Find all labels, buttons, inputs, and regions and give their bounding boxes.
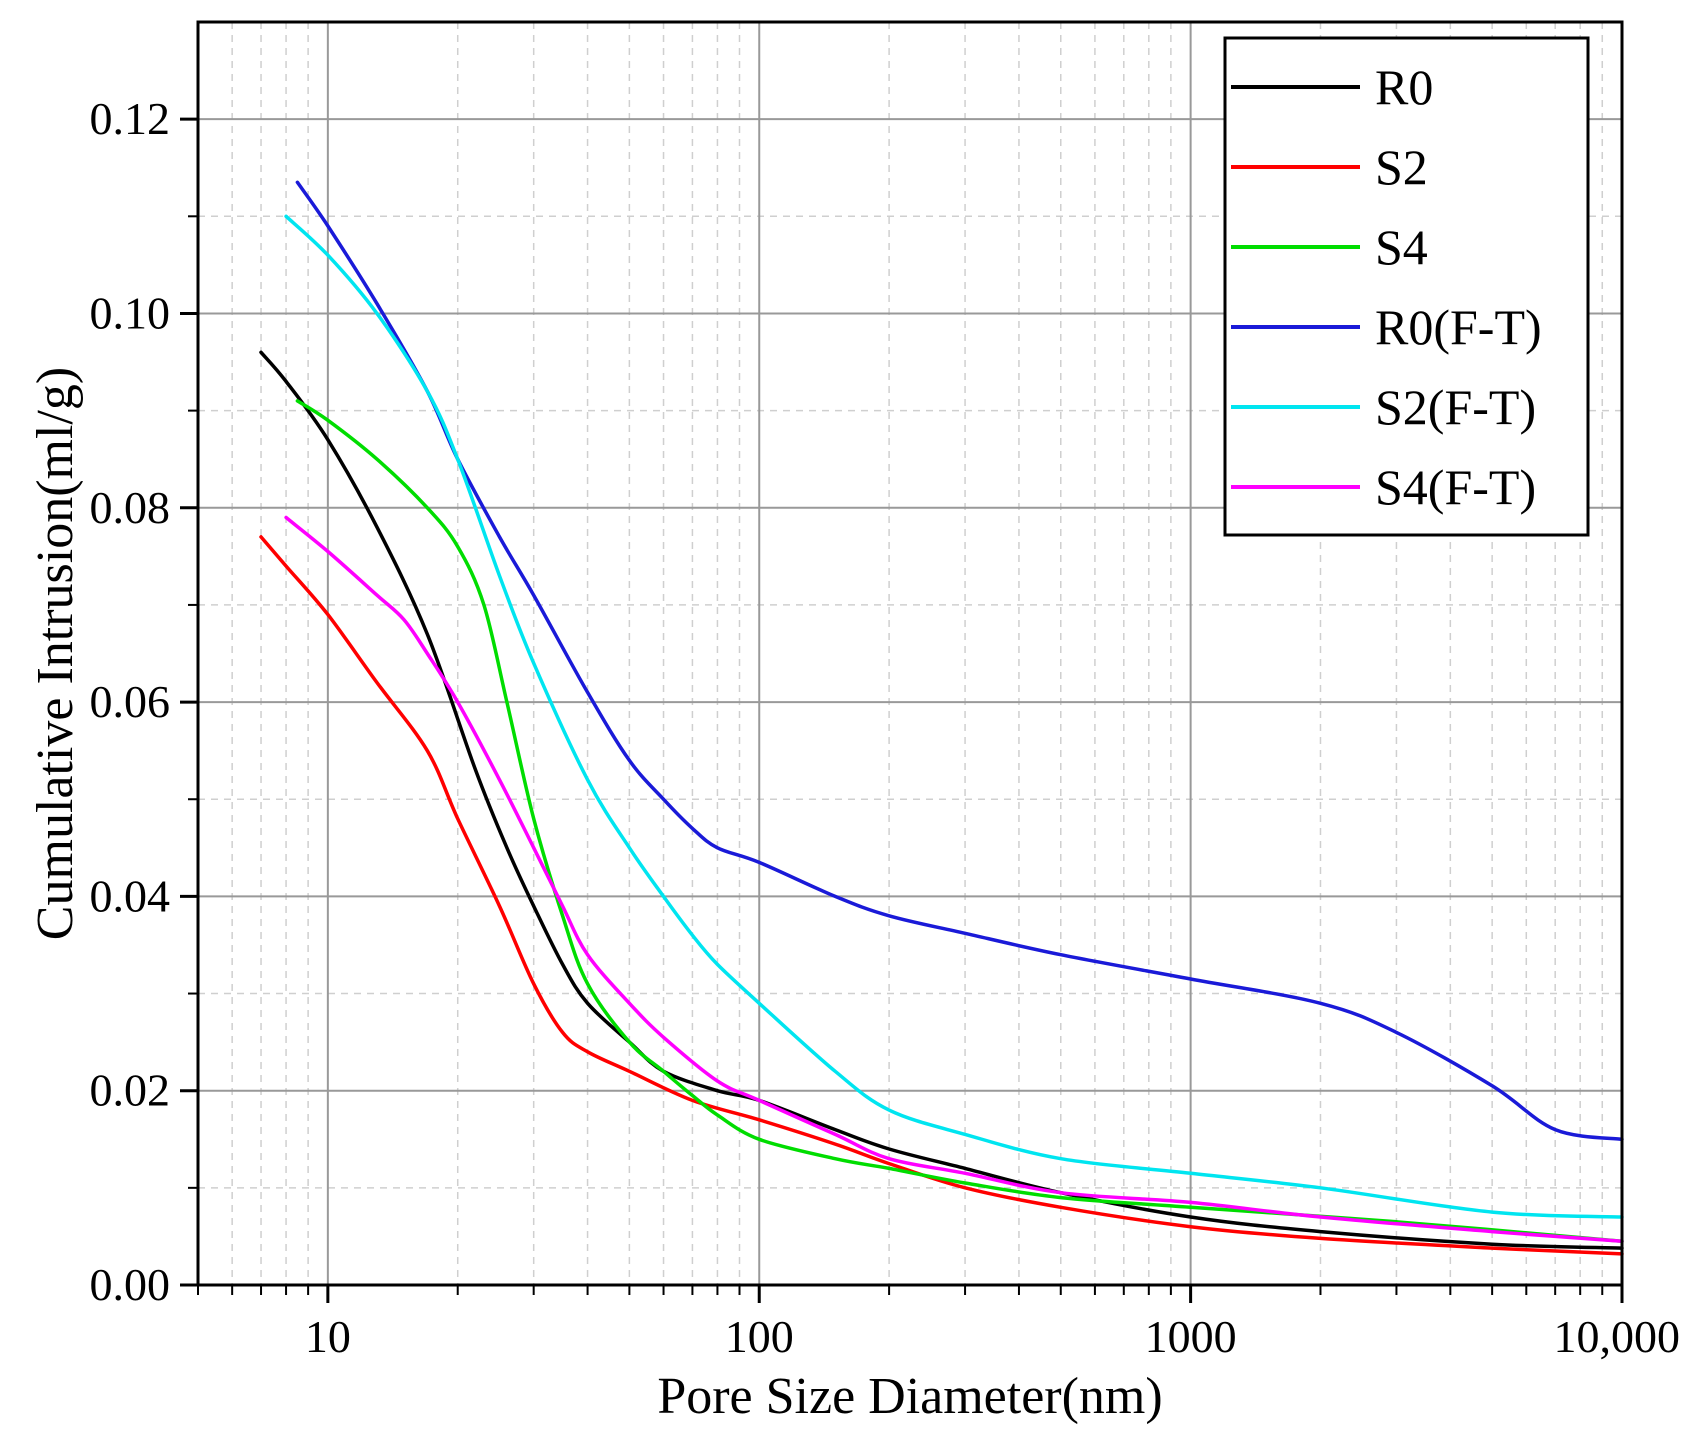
y-tick-label: 0.10	[90, 287, 171, 338]
legend: R0 S2 S4 R0(F-T) S2(F-T) S4(F-T)	[1223, 36, 1590, 537]
y-tick-label: 0.04	[90, 870, 171, 921]
legend-label-s2-f-t: S2(F-T)	[1375, 379, 1536, 435]
y-axis-title: Cumulative Intrusion(ml/g)	[27, 367, 84, 940]
plot-frame	[196, 20, 1624, 1287]
legend-label-s4-f-t: S4(F-T)	[1375, 459, 1536, 515]
series-line-s4	[295, 399, 1624, 1244]
axis-ticks: 10 100 1000 10,000 0.00 0.02 0.04 0.06 0.08 0.10 0…	[90, 93, 1681, 1362]
x-tick-label: 1000	[1145, 1311, 1237, 1362]
x-tick-label: 10	[305, 1311, 351, 1362]
x-axis-title: Pore Size Diameter(nm)	[657, 1368, 1162, 1425]
series-line-s4-f-t	[284, 515, 1624, 1244]
y-tick-label: 0.06	[90, 676, 171, 727]
series-line-s2-f-t	[284, 214, 1624, 1219]
legend-label-s2: S2	[1375, 139, 1428, 195]
legend-label-r0: R0	[1375, 59, 1433, 115]
y-tick-label: 0.00	[90, 1259, 171, 1310]
y-tick-label: 0.12	[90, 93, 171, 144]
series-group	[259, 180, 1624, 1256]
legend-box	[1223, 36, 1590, 537]
x-tick-label: 100	[725, 1311, 794, 1362]
series-line-s2	[259, 535, 1624, 1256]
x-tick-label: 10,000	[1554, 1311, 1681, 1362]
legend-label-s4: S4	[1375, 219, 1428, 275]
y-tick-label: 0.02	[90, 1065, 171, 1116]
y-tick-label: 0.08	[90, 482, 171, 533]
legend-label-r0-f-t: R0(F-T)	[1375, 299, 1542, 355]
